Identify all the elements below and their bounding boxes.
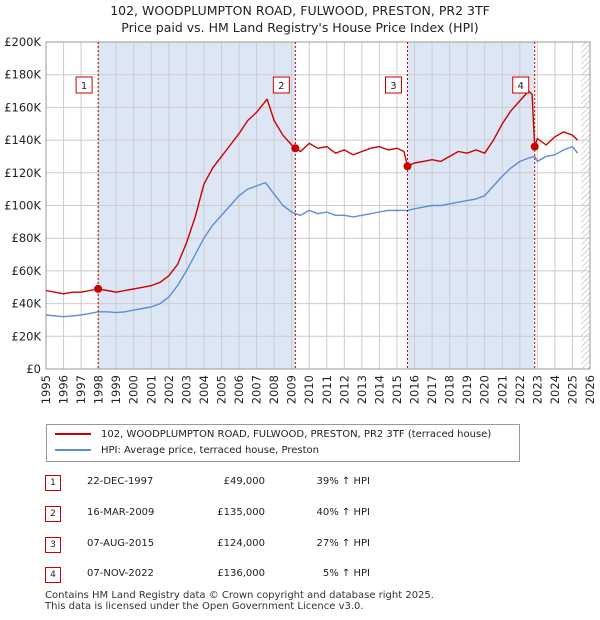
y-tick-label: £160K [4,100,41,114]
x-tick-label: 1996 [57,375,71,404]
sale-point [530,142,539,151]
y-tick-label: £180K [4,68,41,82]
hpi-line [45,145,579,318]
property-price-line [45,90,579,295]
x-tick-label: 2000 [127,375,141,404]
sale-hpi-change: 27% ↑ HPI [316,538,370,549]
x-tick-label: 2011 [320,375,334,404]
y-tick-label: £120K [4,166,41,180]
sale-date: 07-AUG-2015 [87,538,155,549]
sale-marker-label: 1 [81,81,87,92]
x-tick-label: 2013 [355,375,369,404]
x-tick-label: 2026 [583,375,597,404]
y-tick-label: £40K [12,297,42,311]
x-tick-label: 2021 [495,375,509,404]
sale-row: 4 07-NOV-2022 £136,000 5% ↑ HPI [0,564,600,584]
sale-row: 3 07-AUG-2015 £124,000 27% ↑ HPI [0,534,600,554]
sale-date: 16-MAR-2009 [87,507,155,518]
title-line-1: 102, WOODPLUMPTON ROAD, FULWOOD, PRESTON… [110,3,490,18]
sale-hpi-change: 39% ↑ HPI [316,476,370,487]
legend-line-property [55,433,91,435]
sale-marker-badge [512,76,530,94]
x-tick-label: 2025 [565,375,579,404]
footer-credits: Contains HM Land Registry data © Crown c… [45,590,434,612]
legend-label-hpi: HPI: Average price, terraced house, Pres… [101,445,319,456]
footer-line-1: Contains HM Land Registry data © Crown c… [45,590,434,601]
legend-label-property: 102, WOODPLUMPTON ROAD, FULWOOD, PRESTON… [101,429,492,440]
sale-price: £49,000 [223,476,265,487]
x-tick-label: 2007 [250,375,264,404]
x-tick-label: 2001 [144,375,158,404]
legend-item-property: 102, WOODPLUMPTON ROAD, FULWOOD, PRESTON… [55,427,491,443]
sale-price: £124,000 [217,538,265,549]
chart-legend: 102, WOODPLUMPTON ROAD, FULWOOD, PRESTON… [46,424,520,462]
x-tick-label: 2015 [390,375,404,404]
x-tick-label: 2014 [372,375,386,404]
sale-marker-badge [272,76,290,94]
sale-point [291,144,300,153]
x-tick-label: 2022 [513,375,527,404]
x-tick-label: 2003 [179,375,193,404]
sale-marker-label: 4 [518,81,524,92]
sale-date: 07-NOV-2022 [87,568,154,579]
x-tick-label: 2006 [232,375,246,404]
sale-price: £135,000 [217,507,265,518]
x-tick-label: 2004 [197,375,211,404]
sale-price: £136,000 [217,568,265,579]
x-tick-label: 2005 [214,375,228,404]
plot-frame [45,41,591,370]
y-tick-label: £100K [4,199,41,213]
x-tick-label: 2012 [337,375,351,404]
chart-title: 102, WOODPLUMPTON ROAD, FULWOOD, PRESTON… [0,2,600,36]
x-tick-label: 2002 [162,375,176,404]
x-tick-label: 2016 [408,375,422,404]
x-tick-label: 1997 [74,375,88,404]
y-tick-label: £20K [12,329,42,343]
sale-marker-badge [75,76,93,94]
y-tick-label: £80K [12,231,42,245]
sale-number-badge: 4 [45,567,61,583]
price-chart: £0 £20K £40K £60K £80K £100K £120K £140K £160K £1… [4,35,597,404]
y-tick-label: £200K [4,35,41,49]
sale-hpi-change: 40% ↑ HPI [316,507,370,518]
x-tick-label: 2009 [285,375,299,404]
sale-number-badge: 2 [45,506,61,522]
sale-number-badge: 1 [45,475,61,491]
x-tick-label: 2018 [443,375,457,404]
x-tick-label: 2024 [548,375,562,404]
legend-item-hpi: HPI: Average price, terraced house, Pres… [55,443,319,459]
x-tick-label: 2017 [425,375,439,404]
x-tick-label: 1995 [39,375,53,404]
x-tick-label: 2010 [302,375,316,404]
sale-row: 1 22-DEC-1997 £49,000 39% ↑ HPI [0,472,600,492]
x-tick-label: 2019 [460,375,474,404]
x-tick-label: 2008 [267,375,281,404]
sale-number-badge: 3 [45,537,61,553]
sale-date: 22-DEC-1997 [87,476,154,487]
x-tick-label: 1998 [92,375,106,404]
x-tick-label: 1999 [109,375,123,404]
sale-marker-badge [384,76,402,94]
y-tick-label: £60K [12,264,42,278]
legend-line-hpi [55,449,91,451]
sale-hpi-change: 5% ↑ HPI [322,568,370,579]
y-tick-label: £0 [26,362,41,376]
x-tick-label: 2023 [530,375,544,404]
sale-row: 2 16-MAR-2009 £135,000 40% ↑ HPI [0,503,600,523]
sale-marker-label: 2 [278,81,284,92]
title-line-2: Price paid vs. HM Land Registry's House … [121,20,479,35]
x-tick-label: 2020 [478,375,492,404]
sale-point [94,284,103,293]
y-tick-label: £140K [4,133,41,147]
footer-line-2: This data is licensed under the Open Gov… [45,601,364,612]
sale-marker-label: 3 [390,81,396,92]
sale-point [403,162,412,171]
